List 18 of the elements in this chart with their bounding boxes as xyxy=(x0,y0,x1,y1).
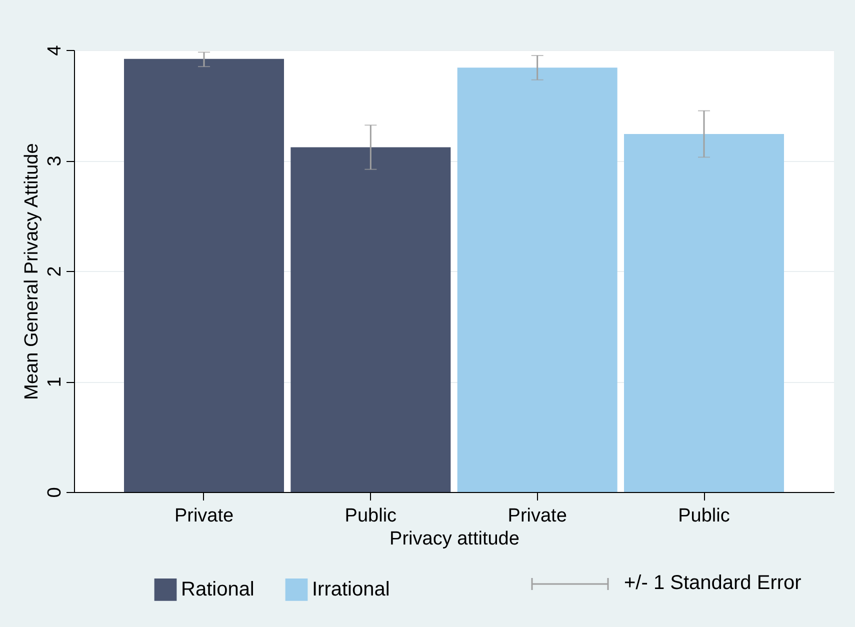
y-tick-label: 0 xyxy=(44,487,66,498)
x-tick-label: Private xyxy=(508,506,567,526)
x-tick-label: Public xyxy=(344,506,397,526)
x-tick-label: Private xyxy=(174,506,234,526)
x-axis-title: Privacy attitude xyxy=(390,528,520,550)
bar xyxy=(624,134,784,492)
legend-label: Rational xyxy=(181,578,254,601)
bar xyxy=(124,58,284,492)
bar xyxy=(290,147,451,492)
y-tick-label: 4 xyxy=(44,44,66,56)
text: +/- 1 Standard Error xyxy=(624,572,802,595)
y-axis-title: Mean General Privacy Attitude xyxy=(22,143,42,400)
y-tick-label: 3 xyxy=(44,156,66,166)
y-tick-label: 1 xyxy=(44,376,66,388)
x-tick-label: Public xyxy=(678,506,730,526)
y-tick-label: 2 xyxy=(44,266,66,277)
bar xyxy=(457,68,618,492)
legend-label: Irrational xyxy=(312,578,390,601)
